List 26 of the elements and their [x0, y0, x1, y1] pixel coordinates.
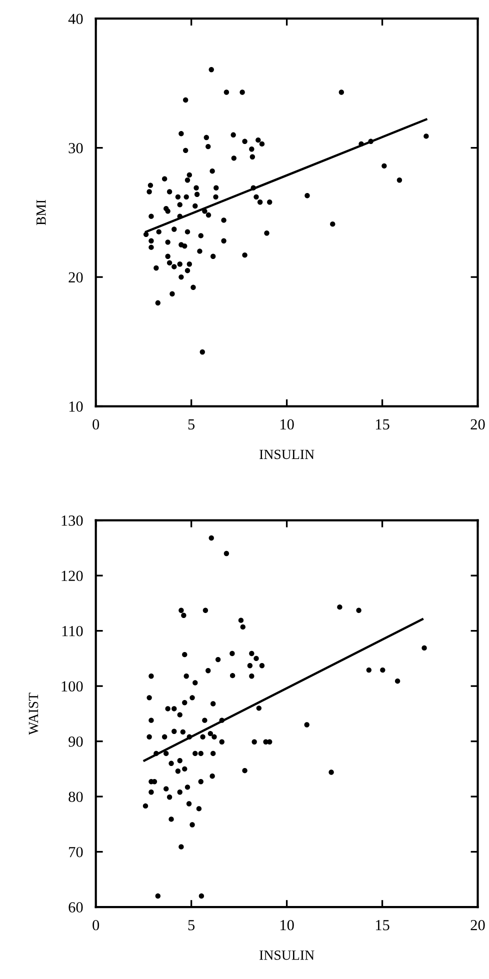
y-axis-title: BMI — [36, 200, 46, 226]
y-axis-title: WAIST — [28, 692, 38, 735]
y-tick-label: 60 — [68, 902, 83, 912]
x-tick-label: 15 — [376, 419, 390, 430]
y-tick-label: 20 — [68, 272, 83, 283]
y-tick-label: 110 — [62, 626, 83, 636]
x-axis-title: INSULIN — [260, 950, 314, 960]
x-tick-label: 10 — [280, 920, 294, 930]
y-tick-label: 100 — [62, 681, 83, 692]
y-tick-label: 10 — [69, 401, 83, 412]
x-tick-label: 5 — [188, 920, 195, 930]
x-tick-label: 0 — [92, 419, 100, 430]
x-tick-label: 0 — [92, 920, 100, 930]
y-tick-label: 90 — [68, 736, 83, 747]
y-tick-label: 120 — [62, 570, 83, 582]
y-tick-label: 70 — [69, 846, 83, 858]
y-tick-label: 80 — [68, 792, 83, 802]
x-tick-label: 5 — [188, 419, 195, 430]
y-tick-label: 130 — [62, 515, 83, 526]
x-tick-label: 10 — [280, 419, 294, 430]
x-axis-title: INSULIN — [260, 450, 314, 460]
y-tick-label: 40 — [68, 14, 83, 24]
x-tick-label: 20 — [470, 419, 485, 430]
x-tick-label: 20 — [470, 920, 485, 930]
x-tick-label: 15 — [376, 920, 390, 930]
y-tick-label: 30 — [68, 142, 83, 154]
